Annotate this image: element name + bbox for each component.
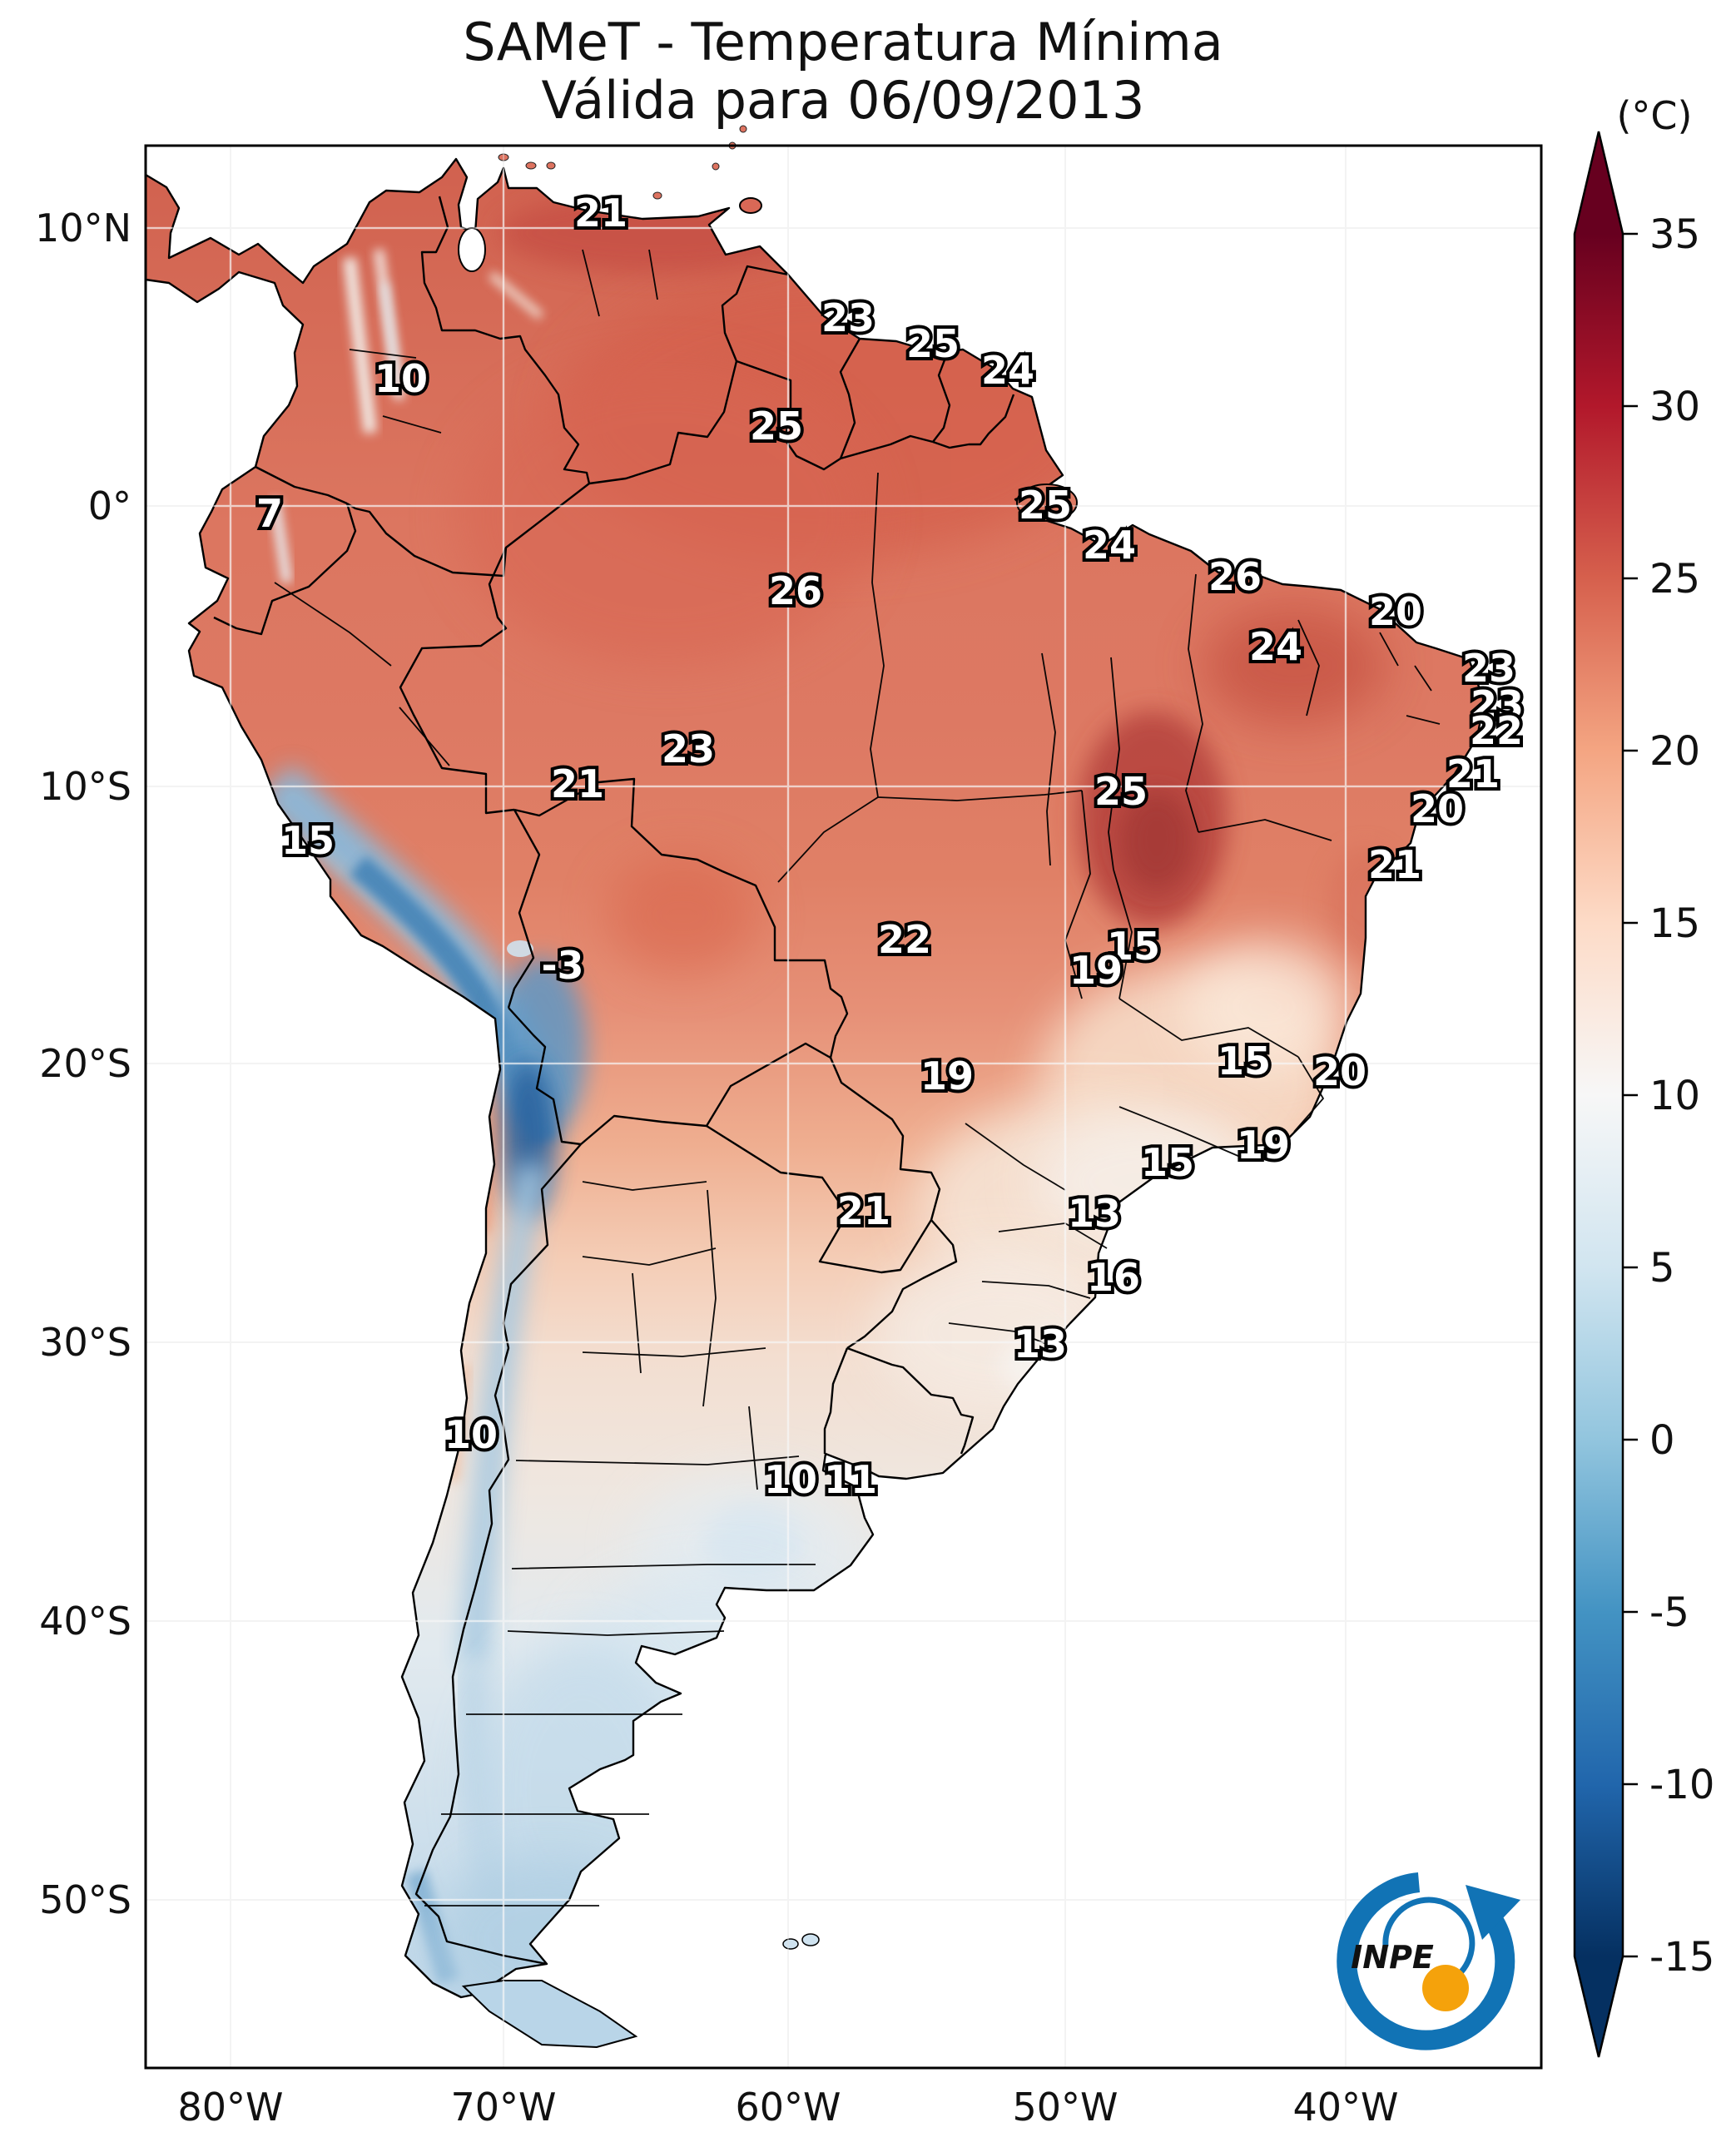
temp-label: 19 <box>920 1054 974 1098</box>
colorbar-tick-label: 10 <box>1649 1073 1700 1119</box>
temp-label: 10 <box>764 1457 817 1502</box>
lon-tick-label: 40°W <box>1292 2085 1398 2130</box>
inpe-logo-swoosh <box>1337 1872 1515 2050</box>
temp-label: 7 <box>256 491 283 536</box>
temp-label: 10 <box>374 356 428 401</box>
temp-label: 24 <box>981 348 1034 393</box>
inpe-logo-text: INPE <box>1351 1939 1434 1976</box>
temp-label: 16 <box>1087 1255 1140 1300</box>
temp-label: 24 <box>1249 624 1302 669</box>
temp-label: 21 <box>551 761 604 806</box>
temp-label: 11 <box>824 1457 877 1502</box>
temp-label: 22 <box>878 917 931 962</box>
lake-maracaibo <box>458 227 486 272</box>
temp-label: -3 <box>541 943 583 988</box>
caribbean-islands <box>498 125 747 200</box>
colorbar-tick-label: 5 <box>1649 1245 1675 1292</box>
temp-label: 23 <box>662 726 715 771</box>
tierra-del-fuego-island <box>461 1980 638 2049</box>
temp-label: 25 <box>1019 483 1072 528</box>
temp-label: 19 <box>1069 948 1123 993</box>
temp-label: 26 <box>769 568 822 613</box>
temp-label: 20 <box>1411 786 1464 831</box>
colorbar-tick-label: -5 <box>1649 1589 1689 1636</box>
temp-label: 25 <box>1094 769 1148 814</box>
lon-tick-label: 50°W <box>1012 2085 1118 2130</box>
latitude-axis-labels: 10°N 0° 10°S 20°S 30°S 40°S 50°S <box>35 206 131 1922</box>
colorbar-bar <box>1573 131 1624 2058</box>
temp-label: 25 <box>906 321 960 366</box>
lon-tick-label: 60°W <box>735 2085 841 2130</box>
figure-title: SAMeT - Temperatura Mínima <box>463 12 1223 72</box>
temp-label: 21 <box>1446 751 1500 796</box>
temp-label: 15 <box>1141 1140 1194 1185</box>
inpe-logo-orange-dot <box>1422 1965 1469 2011</box>
colorbar-tick-label: 20 <box>1649 728 1700 775</box>
temp-label: 15 <box>1218 1039 1271 1083</box>
colorbar-tick-label: 35 <box>1649 211 1700 258</box>
inpe-logo-inner-swirl <box>1382 1897 1476 1986</box>
temp-label: 20 <box>1369 589 1422 634</box>
graticule-gridlines <box>146 146 1541 2068</box>
temp-label: 13 <box>1068 1191 1121 1236</box>
temp-label: 21 <box>574 191 627 236</box>
lat-tick-label: 0° <box>88 483 131 528</box>
temp-label: 23 <box>1471 682 1524 727</box>
lat-tick-label: 50°S <box>39 1877 131 1922</box>
lon-tick-label: 70°W <box>450 2085 556 2130</box>
temp-label: 15 <box>281 818 335 863</box>
colorbar-tick-label: 0 <box>1649 1417 1675 1464</box>
longitude-axis-labels: 80°W 70°W 60°W 50°W 40°W <box>177 2085 1398 2130</box>
temp-label: 20 <box>1313 1049 1366 1094</box>
figure-subtitle: Válida para 06/09/2013 <box>542 70 1145 131</box>
lat-tick-label: 10°S <box>39 764 131 809</box>
temp-label: 22 <box>1470 708 1523 753</box>
temp-label: 26 <box>1208 554 1262 599</box>
temp-label: 24 <box>1083 523 1136 568</box>
inpe-logo-arrowhead <box>1466 1885 1520 1940</box>
marajo-island <box>1016 483 1078 522</box>
temp-label: 23 <box>1462 646 1515 691</box>
temp-label: 15 <box>1107 924 1160 969</box>
colorbar-tick-label: 15 <box>1649 900 1700 947</box>
trinidad-island <box>739 197 762 214</box>
lat-tick-label: 30°S <box>39 1320 131 1365</box>
lat-tick-label: 20°S <box>39 1041 131 1086</box>
state-borders <box>274 249 1441 1907</box>
colorbar: (°C) 35 30 25 20 15 10 5 0 -5 -10 -15 <box>1573 93 1714 2058</box>
temp-label: 13 <box>1014 1321 1067 1366</box>
colorbar-unit: (°C) <box>1616 93 1692 138</box>
map-frame <box>144 144 1543 2070</box>
inpe-logo: INPE <box>1337 1872 1520 2050</box>
lat-tick-label: 40°S <box>39 1599 131 1644</box>
temp-label: 21 <box>837 1188 890 1233</box>
colorbar-tick-label: -10 <box>1649 1762 1714 1808</box>
lat-tick-label: 10°N <box>35 206 131 250</box>
temp-label: 21 <box>1368 842 1421 887</box>
colorbar-tick-label: 25 <box>1649 556 1700 602</box>
temp-label: 23 <box>821 295 875 340</box>
temp-label: 19 <box>1237 1123 1290 1168</box>
colorbar-ticks: 35 30 25 20 15 10 5 0 -5 -10 -15 <box>1623 211 1714 1981</box>
falkland-islands <box>782 1933 820 1950</box>
temp-label: 10 <box>444 1412 498 1457</box>
colorbar-tick-label: 30 <box>1649 384 1700 430</box>
lon-tick-label: 80°W <box>177 2085 283 2130</box>
temp-label: 25 <box>750 404 803 449</box>
colorbar-tick-label: -15 <box>1649 1934 1714 1981</box>
